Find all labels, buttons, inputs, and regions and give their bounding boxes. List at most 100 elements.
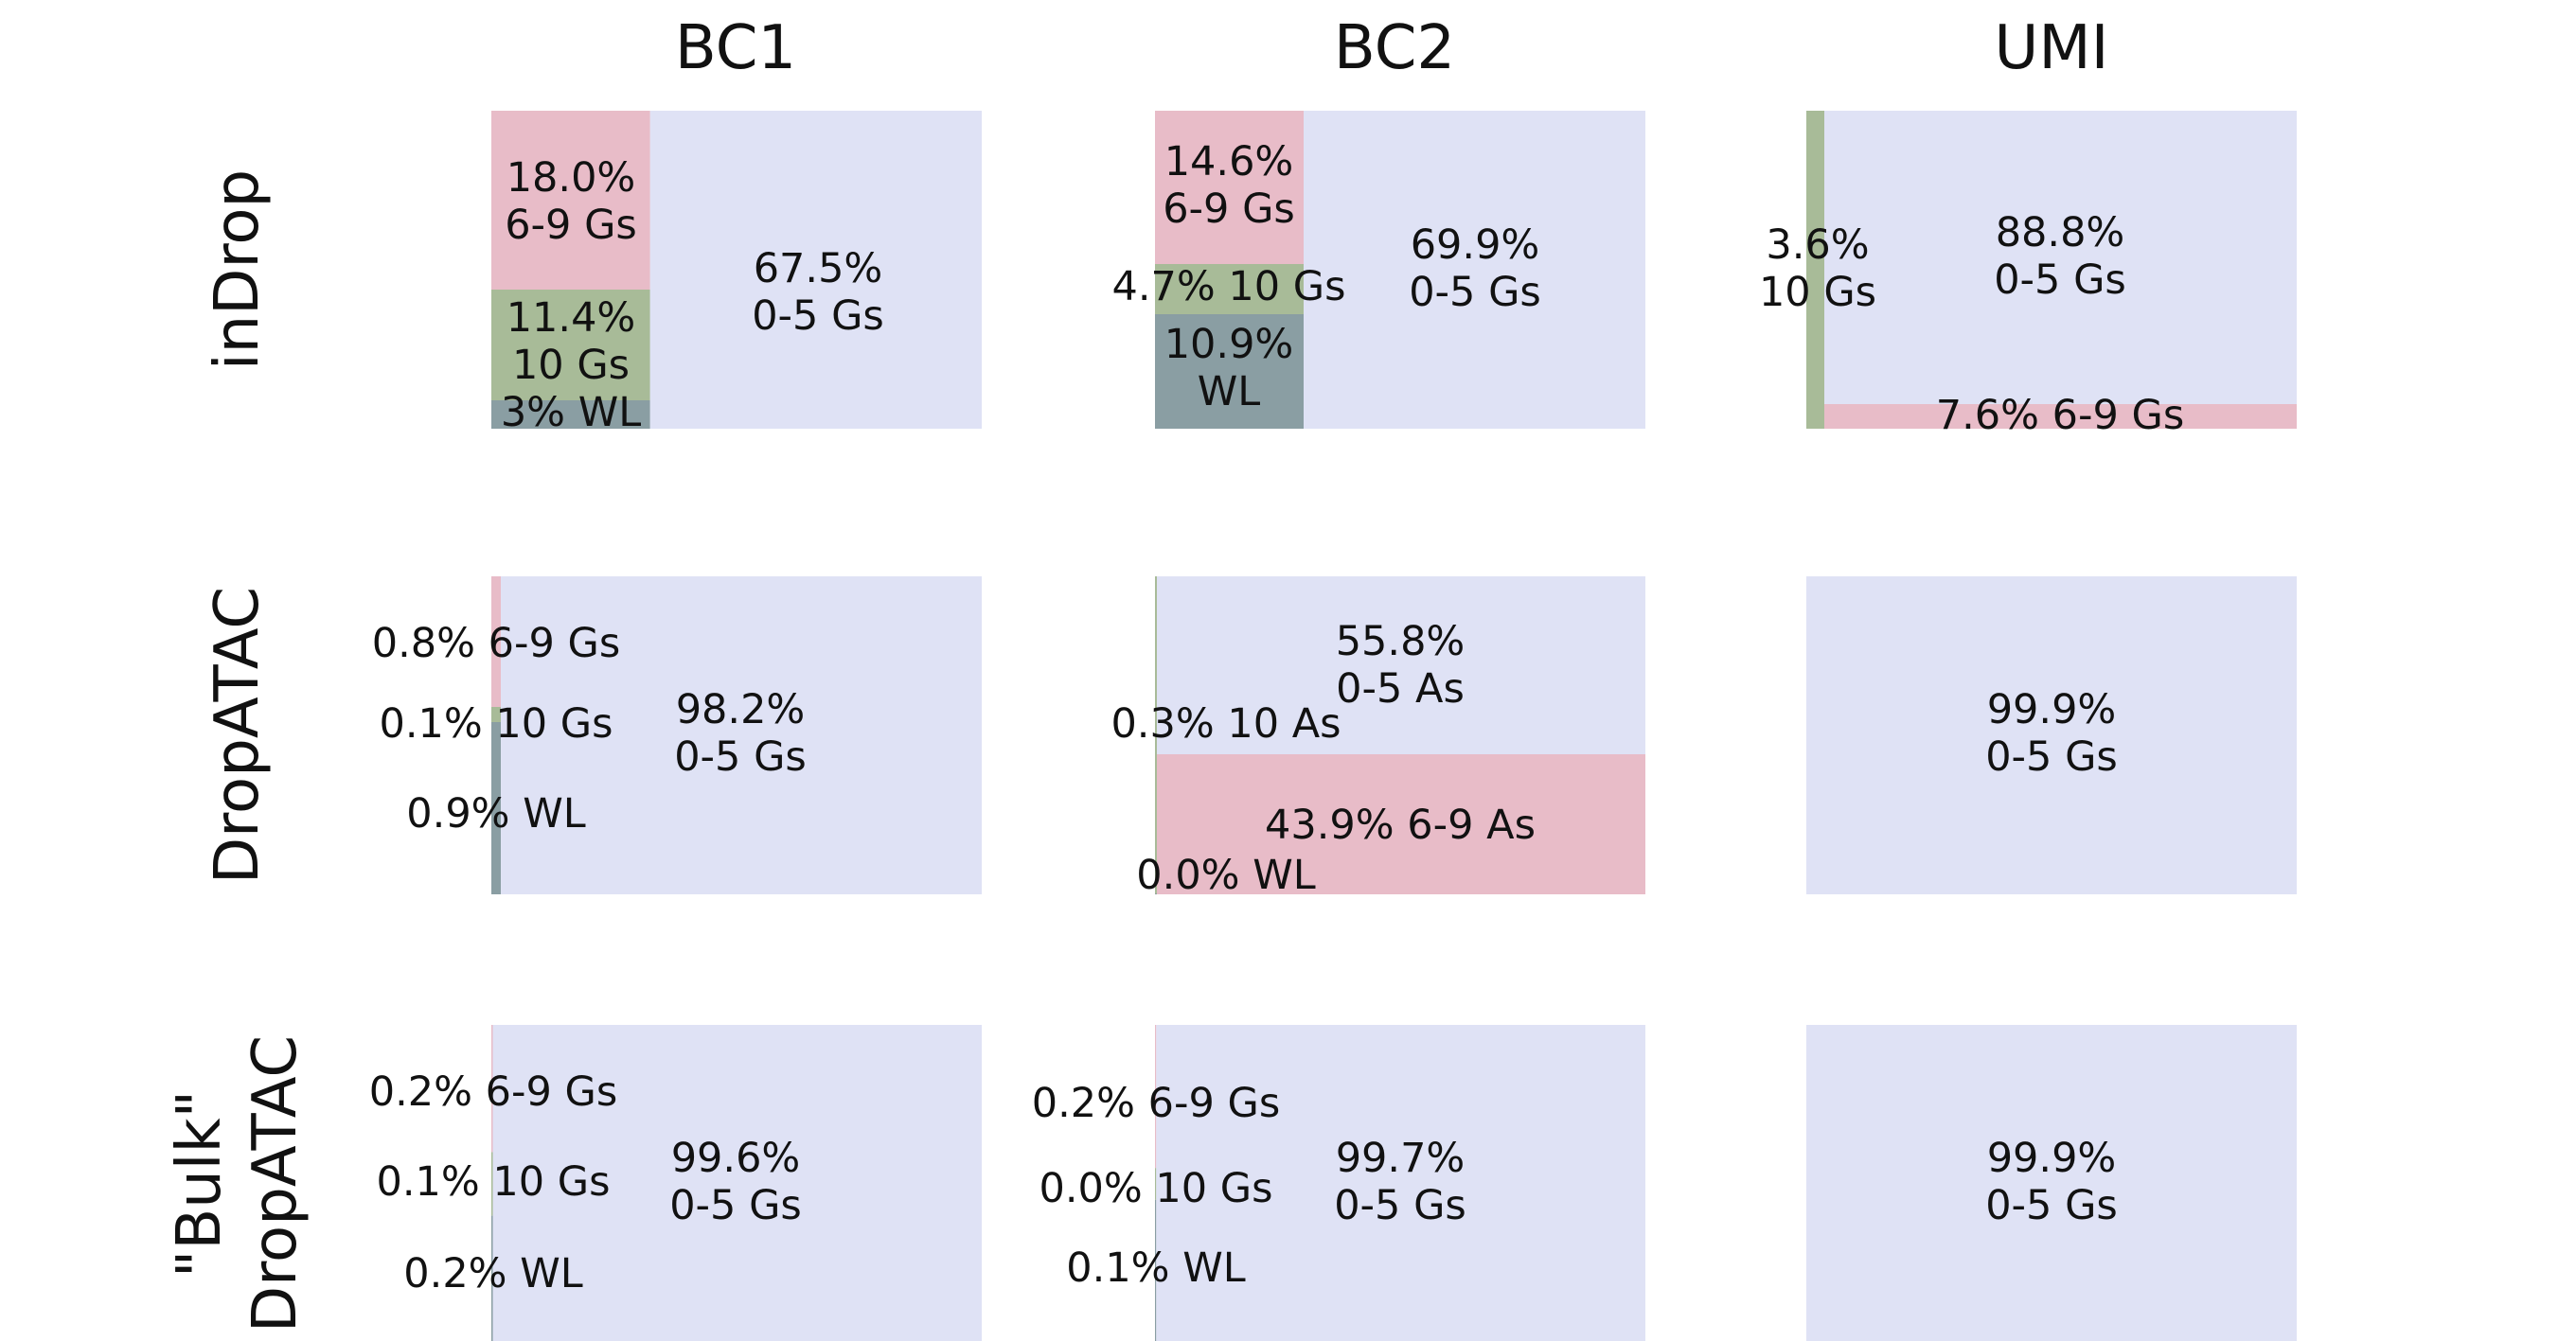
panel-bc2-row-1: 69.9% 0-5 Gs 14.6% 6-9 Gs 4.7% 10 Gs 10.9% WL <box>1111 111 1645 429</box>
treemap-cell-6-9-gs <box>491 1025 493 1153</box>
cell-label-6-9-gs-line: 0.8% 6-9 Gs <box>372 620 621 667</box>
cell-label-6-9-gs: 0.2% 6-9 Gs <box>369 1068 618 1116</box>
cell-label-0-5-gs: 98.2% 0-5 Gs <box>674 686 807 781</box>
cell-label-10-gs-line: 4.7% 10 Gs <box>1111 263 1345 310</box>
panel-umi-row-2: 99.9% 0-5 Gs <box>1806 576 2297 894</box>
column-header-bc1: BC1 <box>675 13 796 83</box>
panel-bc1-row-2: 0.8% 6-9 Gs 0.1% 10 Gs 0.9% WL 98.2% 0-5 Gs <box>372 576 982 894</box>
cell-label-0-5-gs-line: 0-5 Gs <box>674 733 807 781</box>
cell-label-wl-line: 0.9% WL <box>406 790 585 838</box>
treemap-cell-10-gs <box>491 290 650 400</box>
treemap-cell-10-gs <box>491 1152 493 1216</box>
treemap-cell-6-9-gs <box>491 111 650 290</box>
cell-label-0-5-gs: 99.9% 0-5 Gs <box>1985 686 2118 781</box>
cell-label-wl: 3% WL <box>501 389 641 436</box>
row-label-line: inDrop <box>203 169 273 370</box>
treemap-cell-0-5-gs <box>649 111 982 429</box>
cell-label-0-5-gs: 69.9% 0-5 Gs <box>1409 221 1541 316</box>
cell-label-10-gs: 11.4% 10 Gs <box>506 294 636 389</box>
cell-label-6-9-gs: 0.2% 6-9 Gs <box>1032 1080 1281 1127</box>
cell-label-wl: 0.2% WL <box>403 1250 582 1297</box>
cell-label-0-5-gs-line: 88.8% <box>1996 209 2125 256</box>
row-label-2: DropATAC <box>203 587 273 884</box>
cell-label-10-gs-line: 11.4% <box>506 294 636 342</box>
cell-label-wl: 0.0% WL <box>1136 852 1315 899</box>
panel-bc1-row-1: 67.5% 0-5 Gs 18.0% 6-9 Gs 11.4% 10 Gs3% WL <box>491 111 982 436</box>
cell-label-0-5-gs-line: 99.9% <box>1987 686 2117 733</box>
treemap-cell-6-9-as <box>1157 754 1645 894</box>
cell-label-10-gs-line: 0.1% 10 Gs <box>376 1158 610 1206</box>
cell-label-6-9-as-line: 43.9% 6-9 As <box>1265 802 1536 849</box>
treemap-cell-wl <box>1155 1199 1157 1341</box>
cell-label-0-5-gs-line: 67.5% <box>754 245 883 292</box>
treemap-cell-6-9-gs <box>491 576 501 707</box>
treemap-cell-0-5-gs <box>1156 1025 1645 1341</box>
cell-label-0-5-gs-line: 99.7% <box>1336 1135 1466 1182</box>
cell-label-10-gs: 0.1% 10 Gs <box>376 1158 610 1206</box>
cell-label-0-5-gs: 99.6% 0-5 Gs <box>669 1135 802 1229</box>
treemap-cell-0-5-as <box>1157 576 1645 754</box>
cell-label-wl: 0.9% WL <box>406 790 585 838</box>
cell-label-wl-line: WL <box>1198 368 1261 415</box>
cell-label-0-5-gs: 67.5% 0-5 Gs <box>752 245 884 340</box>
treemap-cell-wl <box>1155 893 1157 895</box>
panel-bc2-row-2: 0.3% 10 As 0.0% WL 55.8% 0-5 As 43.9% 6-9 As <box>1110 576 1645 899</box>
cell-label-0-5-gs: 99.7% 0-5 Gs <box>1334 1135 1466 1229</box>
cell-label-wl-line: 0.2% WL <box>403 1250 582 1297</box>
cell-label-0-5-gs-line: 99.9% <box>1987 1135 2117 1182</box>
cell-label-10-gs-line: 0.1% 10 Gs <box>379 700 613 748</box>
panel-bc1-row-3: 0.2% 6-9 Gs 0.1% 10 Gs 0.2% WL 99.6% 0-5 Gs <box>369 1025 982 1341</box>
cell-label-6-9-gs: 18.0% 6-9 Gs <box>505 154 637 249</box>
treemap-cell-0-5-gs <box>501 576 982 894</box>
cell-label-10-gs: 0.1% 10 Gs <box>379 700 613 748</box>
cell-label-6-9-gs-line: 14.6% <box>1164 138 1294 185</box>
row-label-line: DropATAC <box>240 1035 311 1332</box>
treemap-cell-0-5-gs <box>1806 1025 2297 1341</box>
treemap-cell-10-gs <box>1806 111 1824 429</box>
cell-label-0-5-gs-line: 0-5 Gs <box>752 292 884 340</box>
panel-umi-row-1: 3.6% 10 Gs 88.8% 0-5 Gs 7.6% 6-9 Gs <box>1759 111 2297 439</box>
treemap-cell-0-5-gs <box>1806 576 2297 894</box>
column-header-umi: UMI <box>1995 13 2109 83</box>
cell-label-10-gs: 3.6% 10 Gs <box>1759 221 1876 316</box>
treemap-cell-6-9-gs <box>1824 404 2297 429</box>
cell-label-0-5-as-line: 0-5 As <box>1336 665 1465 713</box>
cell-label-wl-line: 0.1% WL <box>1066 1244 1245 1292</box>
treemap-cell-wl <box>491 722 501 894</box>
row-label-line: "Bulk" <box>165 1090 235 1278</box>
treemap-cell-10-gs <box>1155 264 1304 314</box>
treemap-cell-10-gs <box>491 707 501 722</box>
cell-label-0-5-gs-line: 0-5 Gs <box>1985 733 2118 781</box>
treemap-cell-wl <box>1155 314 1304 429</box>
column-header-bc2: BC2 <box>1334 13 1455 83</box>
cell-label-0-5-gs-line: 0-5 Gs <box>1409 269 1541 316</box>
cell-label-6-9-as: 43.9% 6-9 As <box>1265 802 1536 849</box>
treemap-cell-6-9-gs <box>1155 111 1304 264</box>
cell-label-0-5-gs-line: 98.2% <box>676 686 806 733</box>
cell-label-10-gs-line: 10 Gs <box>512 342 630 389</box>
panel-umi-row-3: 99.9% 0-5 Gs <box>1806 1025 2297 1341</box>
cell-label-0-5-gs-line: 69.9% <box>1411 221 1540 269</box>
cell-label-0-5-gs: 99.9% 0-5 Gs <box>1985 1135 2118 1229</box>
cell-label-6-9-gs-line: 6-9 Gs <box>1163 185 1295 233</box>
cell-label-0-5-gs-line: 0-5 Gs <box>1334 1182 1466 1229</box>
cell-label-6-9-gs: 14.6% 6-9 Gs <box>1163 138 1295 233</box>
cell-label-10-as-line: 0.3% 10 As <box>1110 700 1341 748</box>
treemap-cell-wl <box>491 1215 493 1341</box>
cell-label-0-5-gs-line: 0-5 Gs <box>669 1182 802 1229</box>
cell-label-wl: 10.9% WL <box>1164 321 1294 415</box>
cell-label-0-5-gs-line: 0-5 Gs <box>1985 1182 2118 1229</box>
cell-label-wl-line: 0.0% WL <box>1136 852 1315 899</box>
treemap-cell-10-gs <box>1155 1168 1157 1200</box>
cell-label-6-9-gs: 0.8% 6-9 Gs <box>372 620 621 667</box>
cell-label-10-gs-line: 0.0% 10 Gs <box>1039 1165 1272 1212</box>
treemap-cell-10-as <box>1155 576 1157 894</box>
cell-label-0-5-gs: 88.8% 0-5 Gs <box>1994 209 2126 304</box>
row-label-3: "Bulk"DropATAC <box>165 1035 311 1332</box>
cell-label-10-gs-line: 3.6% <box>1766 221 1869 269</box>
cell-label-6-9-gs-line: 7.6% 6-9 Gs <box>1936 392 2185 439</box>
treemap-cell-6-9-gs <box>1155 1025 1157 1169</box>
cell-label-6-9-gs-line: 18.0% <box>506 154 636 202</box>
